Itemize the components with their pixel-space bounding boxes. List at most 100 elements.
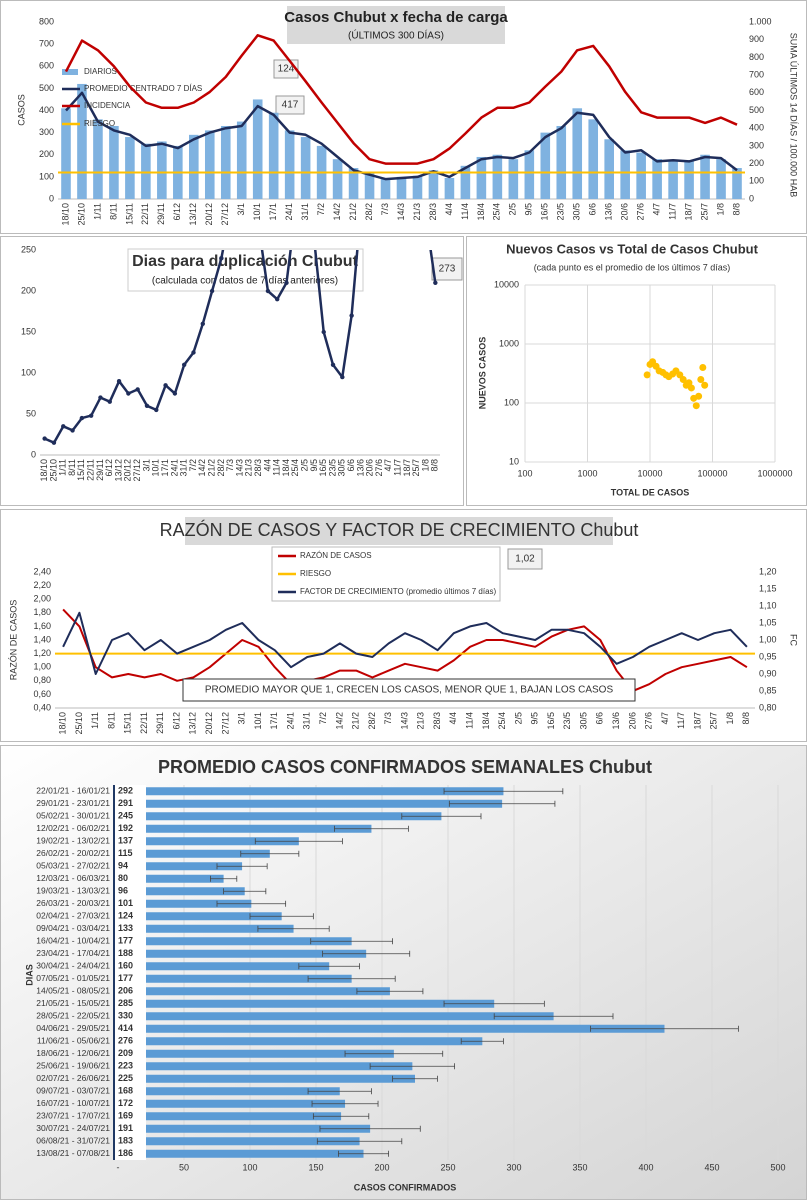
bar [118,899,252,908]
x-tick-label: 20/6 [365,459,375,477]
y-tick-label: 0,60 [33,689,51,699]
point [349,313,354,318]
y-tick-label: 1,15 [759,583,777,593]
x-tick-label: 8/8 [430,459,440,472]
bar [141,143,151,199]
y-tick-label: 200 [39,149,54,159]
y-tick-label: 10 [509,456,519,466]
bar [492,154,503,199]
data-label: 292 [118,786,133,796]
annotation: 124 [278,64,295,75]
error-bar [307,1088,372,1095]
x-tick-label: 13/6 [604,203,614,221]
x-tick-label: 20/6 [627,712,637,730]
x-tick-label: 25/10 [48,459,58,482]
x-tick-label: 50 [179,1162,189,1172]
x-tick-label: 350 [572,1162,587,1172]
error-bar [311,1100,379,1107]
y-tick-label: 30/07/21 - 24/07/21 [36,1123,110,1133]
x-tick-label: 20/12 [123,459,133,482]
y-axis-label: RAZÓN DE CASOS [8,600,18,681]
bar [684,160,694,199]
x-tick-label: 31/1 [302,712,312,730]
x-tick-label: 11/7 [667,203,677,220]
x-tick-label: 14/2 [334,712,344,730]
x-tick-label: 450 [704,1162,719,1172]
y-tick-label: 29/01/21 - 23/01/21 [36,798,110,808]
legend-label: INCIDENCIA [84,101,131,110]
point [321,329,326,335]
data-label: 160 [118,961,133,971]
bar [284,130,295,199]
bar [118,1099,346,1108]
x-tick-label: 18/10 [60,203,70,226]
annotation-box [507,548,543,570]
bar [412,175,423,199]
x-tick-label: 11/7 [676,712,686,729]
x-tick-label: 31/1 [179,459,189,477]
error-bar [216,900,287,907]
y-tick-label: 600 [39,61,54,71]
bar [444,177,455,199]
point [265,288,271,294]
error-bar [310,938,393,945]
annotation-box [431,257,463,281]
x-tick-label: 4/4 [448,712,458,725]
y-tick-label: 09/04/21 - 03/04/21 [36,923,110,933]
x-tick-label: 20/6 [620,203,630,221]
y2-axis-label: FC [789,634,799,646]
point [284,280,289,285]
x-tick-label: 16/5 [540,203,550,221]
error-bar [298,963,360,970]
bar [428,170,439,199]
data-label: 133 [118,923,133,933]
y-tick-label: 05/03/21 - 27/02/21 [36,861,110,871]
x-axis-label: TOTAL DE CASOS [611,487,690,497]
x-tick-label: 7/2 [316,203,326,216]
bar [118,837,299,846]
x-tick-label: 30/5 [337,459,347,477]
x-tick-label: 21/2 [351,712,361,730]
bar [118,787,504,796]
point [79,415,85,421]
x-tick-label: 27/12 [220,203,230,226]
y-tick-label: 30/04/21 - 24/04/21 [36,961,110,971]
bar [118,949,367,958]
bar [118,1137,360,1146]
y-tick-label: 700 [39,39,54,49]
data-label: 177 [118,973,133,983]
x-tick-label: 28/3 [428,203,438,221]
x-tick-label: 24/1 [284,203,294,221]
data-label: 183 [118,1136,133,1146]
x-tick-label: 8/11 [67,459,77,476]
bar [118,1074,415,1083]
x-tick-label: 18/7 [692,712,702,730]
x-tick-label: 100 [517,468,532,478]
y-axis-label: DIAS [24,964,34,986]
point [200,321,205,326]
data-label: 276 [118,1036,133,1046]
title-box [185,517,613,545]
y-tick-label: 400 [39,105,54,115]
y-tick-label: 11/06/21 - 05/06/21 [37,1036,110,1046]
error-bar [493,1013,614,1020]
bar [118,974,352,983]
x-tick-label: 1000000 [757,468,792,478]
x-tick-label: 27/12 [220,712,230,735]
data-label: 177 [118,936,133,946]
x-tick-label: 28/2 [364,203,374,221]
panel [466,236,807,506]
data-label: 223 [118,1061,133,1071]
y-tick-label: 0,90 [759,668,777,678]
y-tick-label: 16/04/21 - 10/04/21 [36,936,110,946]
data-label: 245 [118,811,133,821]
bar [118,1112,342,1121]
point [643,371,651,379]
error-bar [312,1113,370,1120]
bar [118,999,495,1008]
bar [118,1037,483,1046]
data-label: 169 [118,1111,133,1121]
x-tick-label: 27/6 [644,712,654,730]
y-tick-label: 900 [749,34,764,44]
